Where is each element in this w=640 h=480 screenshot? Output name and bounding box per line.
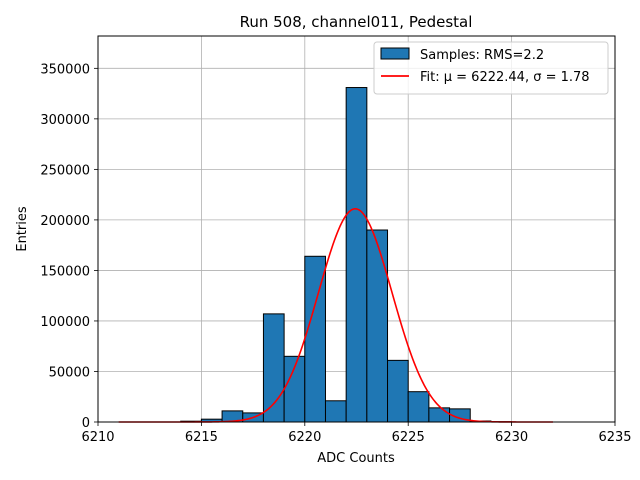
- x-axis-label: ADC Counts: [317, 451, 395, 466]
- histogram-bar: [345, 87, 368, 423]
- x-tick-label: 6230: [495, 430, 528, 445]
- x-tick-label: 6225: [392, 430, 425, 445]
- y-tick-label: 200000: [40, 214, 90, 229]
- x-tick-label: 6210: [81, 430, 114, 445]
- y-tick-label: 250000: [40, 163, 90, 178]
- histogram-bars: [180, 87, 513, 423]
- y-tick-label: 100000: [40, 315, 90, 330]
- histogram-bar: [407, 391, 430, 423]
- legend: Samples: RMS=2.2 Fit: μ = 6222.44, σ = 1…: [373, 41, 609, 95]
- legend-fit-label: Fit: μ = 6222.44, σ = 1.78: [420, 70, 590, 85]
- chart-title: Run 508, channel011, Pedestal: [240, 13, 473, 31]
- x-axis-ticks: 6210 6215 6220 6225 6230 6235: [81, 422, 632, 445]
- y-axis-label: Entries: [15, 206, 30, 252]
- histogram-bar: [366, 229, 389, 423]
- legend-samples-label: Samples: RMS=2.2: [420, 48, 544, 63]
- legend-samples-swatch: [380, 47, 410, 60]
- y-tick-label: 300000: [40, 113, 90, 128]
- y-tick-label: 350000: [40, 62, 90, 77]
- y-tick-label: 50000: [49, 365, 90, 380]
- x-tick-label: 6220: [288, 430, 321, 445]
- y-tick-label: 150000: [40, 264, 90, 279]
- x-tick-label: 6235: [598, 430, 631, 445]
- x-tick-label: 6215: [185, 430, 218, 445]
- axes-frame: [97, 35, 616, 423]
- y-tick-label: 0: [82, 416, 90, 431]
- y-axis-ticks: 0 50000 100000 150000 200000 250000 300000 3500…: [40, 62, 98, 431]
- histogram-bar: [428, 407, 451, 423]
- histogram-bar: [262, 313, 285, 423]
- legend-box: [373, 41, 609, 95]
- histogram-bar: [387, 359, 409, 423]
- histogram-bar: [324, 400, 347, 423]
